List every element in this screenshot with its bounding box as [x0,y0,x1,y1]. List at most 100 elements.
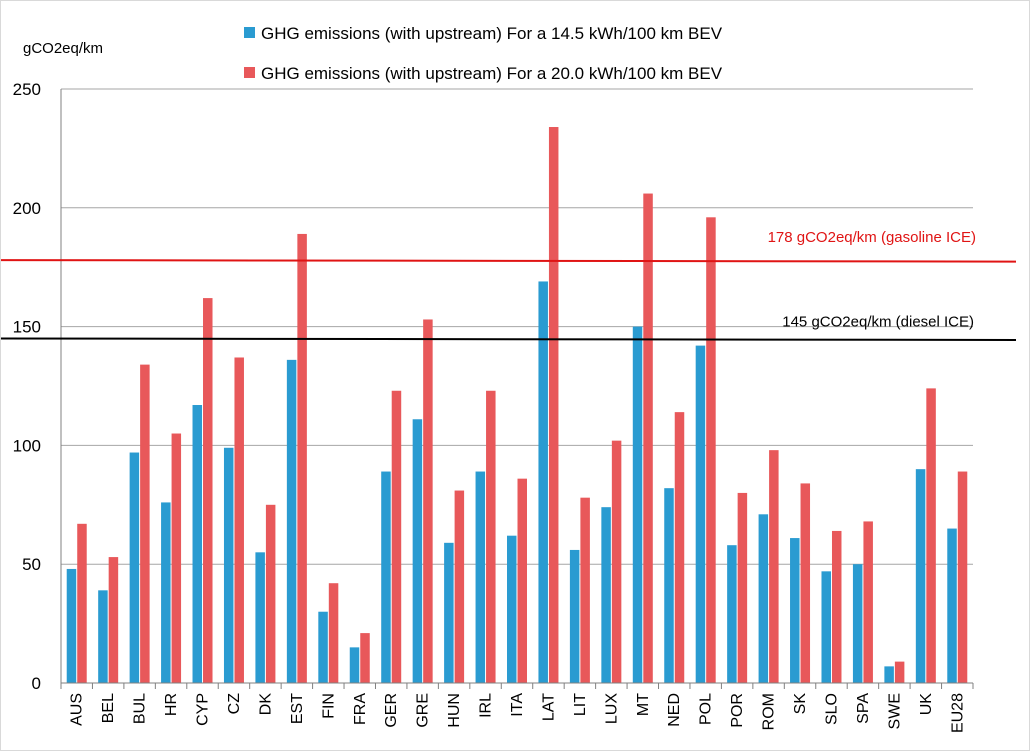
bar [286,359,297,683]
bar [632,326,643,683]
x-tick-label: BEL [100,693,117,723]
bar [423,319,433,683]
legend-swatch-series-2 [244,67,255,78]
bar [265,504,276,683]
bar [161,502,171,683]
bar [894,661,905,683]
x-tick-label: SWE [886,693,903,729]
legend-label-series-2: GHG emissions (with upstream) For a 20.0… [261,64,723,83]
bar [580,497,590,683]
x-tick-label: HUN [446,693,463,728]
bar [517,478,527,683]
legend-label-series-1: GHG emissions (with upstream) For a 14.5… [261,24,723,43]
bar [611,440,622,683]
x-tick-label: EU28 [949,693,966,733]
bar [790,538,800,683]
x-tick-label: FIN [320,693,337,719]
x-tick-label: HR [163,693,180,716]
x-tick-label: SK [792,693,809,715]
y-tick-label: 250 [13,80,41,99]
y-axis-label: gCO2eq/km [23,40,103,57]
bar [108,557,119,683]
x-tick-label: BUL [132,693,149,724]
bar [664,488,674,683]
bar [171,433,182,683]
x-tick-label: LAT [540,693,557,721]
bar [255,552,265,683]
bar [360,633,370,683]
bar [852,564,863,683]
bar [318,611,328,683]
bar [769,450,779,683]
reference-lines: 178 gCO2eq/km (gasoline ICE) 145 gCO2eq/k… [1,229,1017,341]
y-tick-labels: 0 50 100 150 200 250 [13,80,41,693]
bar [643,193,653,683]
x-tick-label: POL [698,693,715,725]
bar [507,535,517,683]
bar [297,233,307,683]
bar [548,127,559,684]
reference-line [1,259,1017,263]
bar [884,666,894,683]
y-tick-label: 0 [32,674,41,693]
x-tick-labels: AUS BEL BUL HR CYP CZ DK EST FIN FRA GER GRE HUN IRL I… [69,693,967,733]
bar [98,590,108,683]
bar [328,583,339,683]
bar [674,412,685,683]
legend: GHG emissions (with upstream) For a 14.5… [244,24,723,83]
bars [66,127,968,684]
bar [77,523,87,683]
bar [486,390,496,683]
axes [60,89,974,689]
bar [475,471,486,683]
x-tick-label: AUS [69,693,86,726]
bar [234,357,244,683]
bar [706,217,716,683]
x-tick-label: GER [383,693,400,728]
x-tick-label: LIT [572,693,589,716]
y-tick-label: 150 [13,318,41,337]
bar [695,345,706,683]
x-tick-label: UK [918,693,935,716]
x-tick-label: CYP [195,693,212,726]
bar [727,545,737,683]
bar [538,281,548,683]
legend-swatch-series-1 [244,27,255,38]
bar [349,647,360,683]
x-tick-label: IRL [478,693,495,718]
bar [821,571,831,683]
gridlines [61,88,973,565]
reference-line [1,337,1017,341]
bar [601,507,611,683]
bar [223,447,234,683]
x-tick-label: NED [666,693,683,727]
y-tick-label: 200 [13,199,41,218]
bar [831,530,842,683]
reference-line-label: 145 gCO2eq/km (diesel ICE) [782,313,974,330]
bar [192,405,203,683]
y-tick-label: 100 [13,436,41,455]
x-tick-label: MT [635,693,652,716]
x-tick-label: ITA [509,693,526,717]
bar [391,390,402,683]
reference-line-label: 178 gCO2eq/km (gasoline ICE) [768,229,976,246]
bar [758,514,769,683]
x-tick-label: ROM [761,693,778,730]
x-tick-label: SPA [855,693,872,724]
bar [381,471,391,683]
bar [203,298,213,683]
bar [129,452,140,683]
bar [957,471,968,683]
bar [800,483,811,683]
bar [66,568,77,683]
x-tick-label: GRE [415,693,432,728]
bar [569,549,580,683]
y-tick-label: 50 [22,555,41,574]
bar [444,542,454,683]
x-tick-label: DK [257,693,274,716]
x-tick-label: CZ [226,693,243,715]
x-tick-label: LUX [603,693,620,724]
x-tick-label: EST [289,693,306,724]
